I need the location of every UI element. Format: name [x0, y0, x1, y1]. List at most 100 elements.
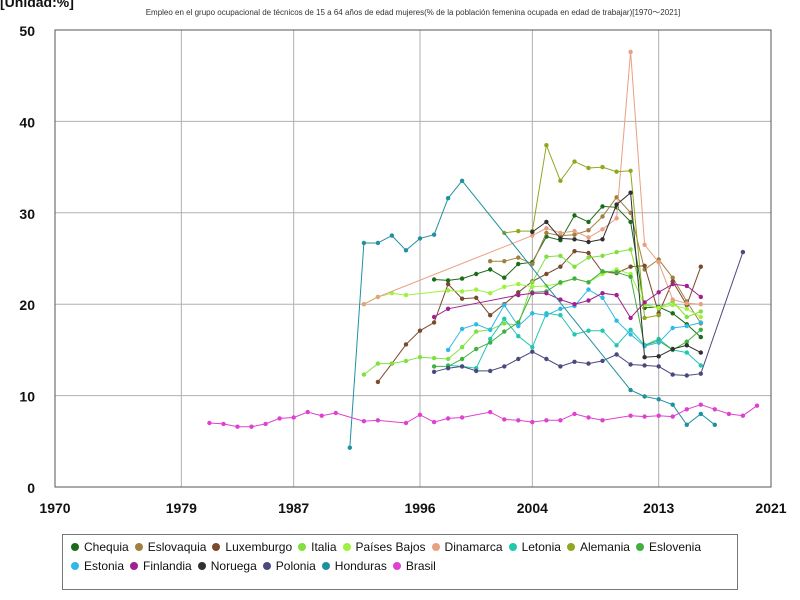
data-point: [614, 318, 619, 323]
series-line: [504, 143, 659, 319]
legend-swatch: [71, 543, 79, 551]
legend-item: Polonia: [262, 559, 316, 573]
data-point: [698, 320, 703, 325]
data-point: [361, 302, 367, 307]
data-point: [670, 302, 675, 308]
data-point: [586, 239, 591, 245]
data-point: [698, 327, 703, 332]
data-point: [530, 229, 535, 235]
data-point: [277, 416, 282, 421]
legend-item: Noruega: [197, 559, 257, 573]
legend-swatch: [298, 543, 307, 551]
y-axis-ticks: 0 10 20 30 40 50: [19, 23, 35, 496]
series-line: [434, 270, 702, 367]
data-point: [530, 345, 535, 350]
data-point: [614, 169, 619, 174]
data-point: [558, 297, 563, 302]
data-point: [459, 326, 465, 332]
data-point: [656, 364, 661, 369]
data-point: [642, 414, 647, 419]
x-tick-label: 1987: [278, 500, 309, 516]
data-point: [572, 302, 577, 307]
data-point: [684, 283, 689, 289]
data-point: [698, 314, 703, 320]
data-point: [544, 226, 549, 231]
legend-label: Noruega: [210, 559, 257, 573]
series-Noruega: [530, 190, 703, 360]
legend-item: Brasil: [392, 559, 436, 573]
data-point: [544, 230, 549, 236]
data-point: [389, 361, 395, 366]
legend-item: Países Bajos: [342, 540, 426, 554]
data-point: [628, 362, 633, 367]
legend-item: Letonia: [508, 540, 561, 554]
legend-label: Polonia: [275, 559, 316, 573]
data-point: [642, 355, 647, 360]
data-point: [698, 363, 703, 368]
data-point: [488, 336, 493, 342]
data-point: [642, 363, 647, 368]
data-point: [544, 291, 549, 296]
data-point: [558, 264, 563, 269]
x-tick-label: 2013: [643, 500, 674, 516]
data-point: [642, 263, 647, 268]
plot-frame: [54, 29, 772, 488]
series-Alemania: [502, 143, 661, 321]
data-point: [502, 275, 507, 280]
data-point: [698, 309, 703, 314]
data-point: [614, 195, 619, 200]
data-point: [586, 298, 591, 303]
data-point: [474, 271, 479, 277]
legend-item: Chequia: [71, 540, 129, 554]
data-point: [389, 233, 395, 238]
data-point: [586, 228, 591, 233]
data-point: [572, 232, 577, 237]
data-point: [670, 325, 675, 331]
data-point: [628, 274, 633, 279]
x-tick-label: 1979: [166, 500, 197, 516]
data-point: [614, 292, 619, 298]
y-tick-label: 40: [19, 114, 35, 130]
data-point: [656, 260, 661, 265]
data-point: [403, 358, 409, 364]
data-point: [656, 340, 661, 345]
data-point: [544, 418, 549, 423]
data-point: [726, 411, 732, 417]
data-point: [698, 264, 703, 269]
data-point: [488, 340, 493, 345]
data-point: [656, 290, 661, 295]
data-point: [502, 364, 507, 369]
data-point: [516, 418, 521, 423]
data-point: [684, 314, 689, 320]
data-point: [488, 327, 493, 332]
data-point: [263, 421, 268, 427]
data-point: [614, 216, 619, 221]
data-point: [502, 259, 507, 264]
data-point: [530, 291, 535, 296]
legend-swatch: [342, 543, 351, 551]
data-point: [488, 267, 493, 272]
legend-swatch: [197, 562, 206, 570]
legend-item: Luxemburgo: [212, 540, 292, 554]
legend-swatch: [431, 543, 440, 551]
data-point: [684, 343, 689, 348]
data-point: [375, 418, 381, 423]
data-point: [670, 414, 675, 419]
data-point: [558, 280, 563, 285]
data-point: [403, 342, 409, 347]
legend-label: Letonia: [521, 540, 561, 554]
x-tick-label: 1970: [39, 500, 70, 516]
legend-swatch: [262, 562, 271, 570]
data-point: [530, 280, 535, 285]
data-point: [516, 228, 521, 234]
data-point: [628, 413, 633, 418]
data-point: [600, 291, 605, 296]
data-point: [670, 372, 675, 377]
legend-label: Chequia: [84, 540, 129, 554]
legend-item: Alemania: [566, 540, 630, 554]
data-point: [628, 332, 633, 337]
x-tick-label: 1996: [404, 500, 435, 516]
legend-item: Finlandia: [130, 559, 192, 573]
data-point: [614, 352, 619, 357]
data-point: [558, 178, 563, 183]
